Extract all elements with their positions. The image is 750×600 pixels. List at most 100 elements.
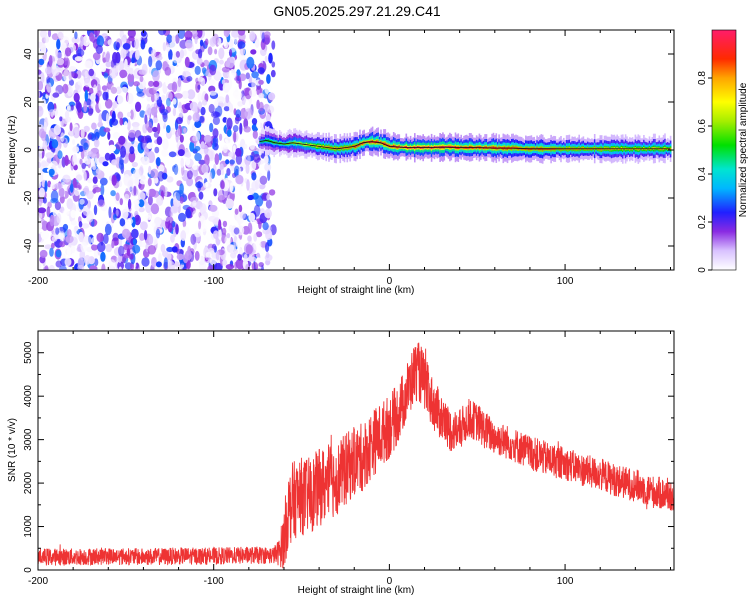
spectrogram-noise-blob xyxy=(264,55,268,63)
spectrogram-noise-blob xyxy=(233,248,238,255)
spectrogram-noise-blob xyxy=(144,145,149,157)
y-tick-label: 3000 xyxy=(23,428,34,451)
spectrogram-noise-blob xyxy=(251,71,259,79)
spectrogram-noise-blob xyxy=(87,133,92,141)
spectrogram-noise-blob xyxy=(176,248,185,256)
spectrogram-noise-blob xyxy=(38,80,44,91)
spectrogram-noise-blob xyxy=(38,69,42,75)
spectrogram-y-label: Frequency (Hz) xyxy=(7,116,18,185)
spectrogram-noise-blob xyxy=(186,177,194,187)
spectrogram-noise-blob xyxy=(195,81,201,93)
spectrogram-noise-blob xyxy=(38,187,46,199)
spectrogram-signal-cell xyxy=(354,145,357,148)
spectrogram-noise-blob xyxy=(92,176,98,184)
spectrogram-noise-blob xyxy=(106,112,110,125)
spectrogram-noise-blob xyxy=(120,145,126,158)
spectrogram-noise-blob xyxy=(245,72,250,80)
spectrogram-noise-blob xyxy=(70,104,74,111)
spectrogram-noise-blob xyxy=(43,121,47,132)
spectrogram-noise-blob xyxy=(186,76,193,82)
spectrogram-noise-blob xyxy=(69,79,74,86)
spectrogram-noise-blob xyxy=(110,190,116,197)
spectrogram-noise-blob xyxy=(200,106,206,116)
spectrogram-noise-blob xyxy=(69,122,73,132)
spectrogram-noise-blob xyxy=(101,85,108,91)
spectrogram-noise-blob xyxy=(60,36,70,45)
spectrogram-noise-blob xyxy=(96,232,104,243)
spectrogram-noise-blob xyxy=(191,210,200,219)
spectrogram-noise-blob xyxy=(235,174,244,185)
spectrogram-noise-blob xyxy=(263,31,271,38)
y-tick-label: -40 xyxy=(23,238,34,253)
spectrogram-noise-blob xyxy=(146,142,154,149)
spectrogram-x-ticks: -200 -100 0 100 xyxy=(28,30,671,287)
spectrogram-noise-blob xyxy=(83,254,91,265)
spectrogram-noise-blob xyxy=(93,204,98,216)
spectrogram-noise-blob xyxy=(132,244,141,254)
spectrogram-noise-blob xyxy=(209,257,217,266)
spectrogram-noise-blob xyxy=(88,108,94,115)
spectrogram-noise-blob xyxy=(80,126,85,139)
spectrogram-noise-blob xyxy=(175,51,180,58)
spectrogram-noise-blob xyxy=(54,183,63,190)
spectrogram-noise-blob xyxy=(147,195,153,206)
y-tick-label: 5000 xyxy=(23,341,34,364)
spectrogram-noise-blob xyxy=(229,159,235,165)
spectrogram-noise-blob xyxy=(56,39,61,50)
spectrogram-noise-blob xyxy=(219,163,224,171)
spectrogram-noise-blob xyxy=(181,90,189,99)
spectrogram-noise-blob xyxy=(203,172,211,180)
spectrogram-noise-blob xyxy=(102,161,109,167)
spectrogram-noise-blob xyxy=(247,155,251,163)
spectrogram-noise-blob xyxy=(108,144,116,152)
spectrogram-noise-blob xyxy=(248,212,256,222)
colorbar-frame xyxy=(711,29,737,271)
spectrogram-noise-blob xyxy=(190,196,199,204)
y-tick-label: 0 xyxy=(23,567,34,573)
spectrogram-noise-blob xyxy=(260,47,267,57)
spectrogram-noise-blob xyxy=(158,164,165,173)
spectrogram-noise-blob xyxy=(59,195,65,204)
spectrogram-signal-cell xyxy=(346,146,349,150)
spectrogram-noise-blob xyxy=(154,216,162,227)
spectrogram-noise-blob xyxy=(190,233,197,245)
spectrogram-noise-blob xyxy=(104,223,112,236)
spectrogram-noise-blob xyxy=(180,157,184,168)
spectrogram-noise-blob xyxy=(52,92,60,98)
spectrogram-noise-blob xyxy=(167,222,173,233)
spectrogram-signal-cell xyxy=(447,145,450,148)
spectrogram-noise-blob xyxy=(123,121,128,129)
spectrogram-noise-blob xyxy=(160,243,166,253)
spectrogram-noise-blob xyxy=(258,93,265,99)
spectrogram-noise-blob xyxy=(107,39,114,46)
spectrogram-noise-blob xyxy=(241,96,246,105)
spectrogram-noise-blob xyxy=(46,206,51,218)
spectrogram-noise-blob xyxy=(129,67,134,75)
spectrogram-noise-blob xyxy=(168,151,177,158)
spectrogram-noise-blob xyxy=(56,52,63,60)
spectrogram-noise-blob xyxy=(64,110,70,119)
spectrogram-noise-blob xyxy=(239,185,243,197)
spectrogram-noise-blob xyxy=(71,154,77,167)
spectrogram-noise-blob xyxy=(111,174,117,186)
spectrogram-noise-blob xyxy=(150,203,160,215)
spectrogram-signal-cell xyxy=(298,142,301,145)
spectrogram-noise-blob xyxy=(47,180,52,188)
spectrogram-noise-blob xyxy=(229,182,234,192)
spectrogram-signal-cell xyxy=(602,148,604,151)
spectrogram-noise-blob xyxy=(186,259,191,270)
spectrogram-noise-blob xyxy=(148,80,154,87)
spectrogram-noise-blob xyxy=(107,131,111,140)
spectrogram-noise-blob xyxy=(264,36,270,45)
spectrogram-noise-blob xyxy=(93,30,100,36)
spectrogram-noise-blob xyxy=(252,219,258,229)
spectrogram-noise-blob xyxy=(118,135,126,145)
spectrogram-noise-blob xyxy=(38,207,47,214)
spectrogram-noise-blob xyxy=(53,124,61,136)
spectrogram-noise-blob xyxy=(111,159,118,166)
spectrogram-noise-blob xyxy=(209,122,214,133)
spectrogram-noise-blob xyxy=(147,245,156,255)
spectrogram-noise-blob xyxy=(141,156,150,166)
spectrogram-noise-blob xyxy=(62,174,71,183)
